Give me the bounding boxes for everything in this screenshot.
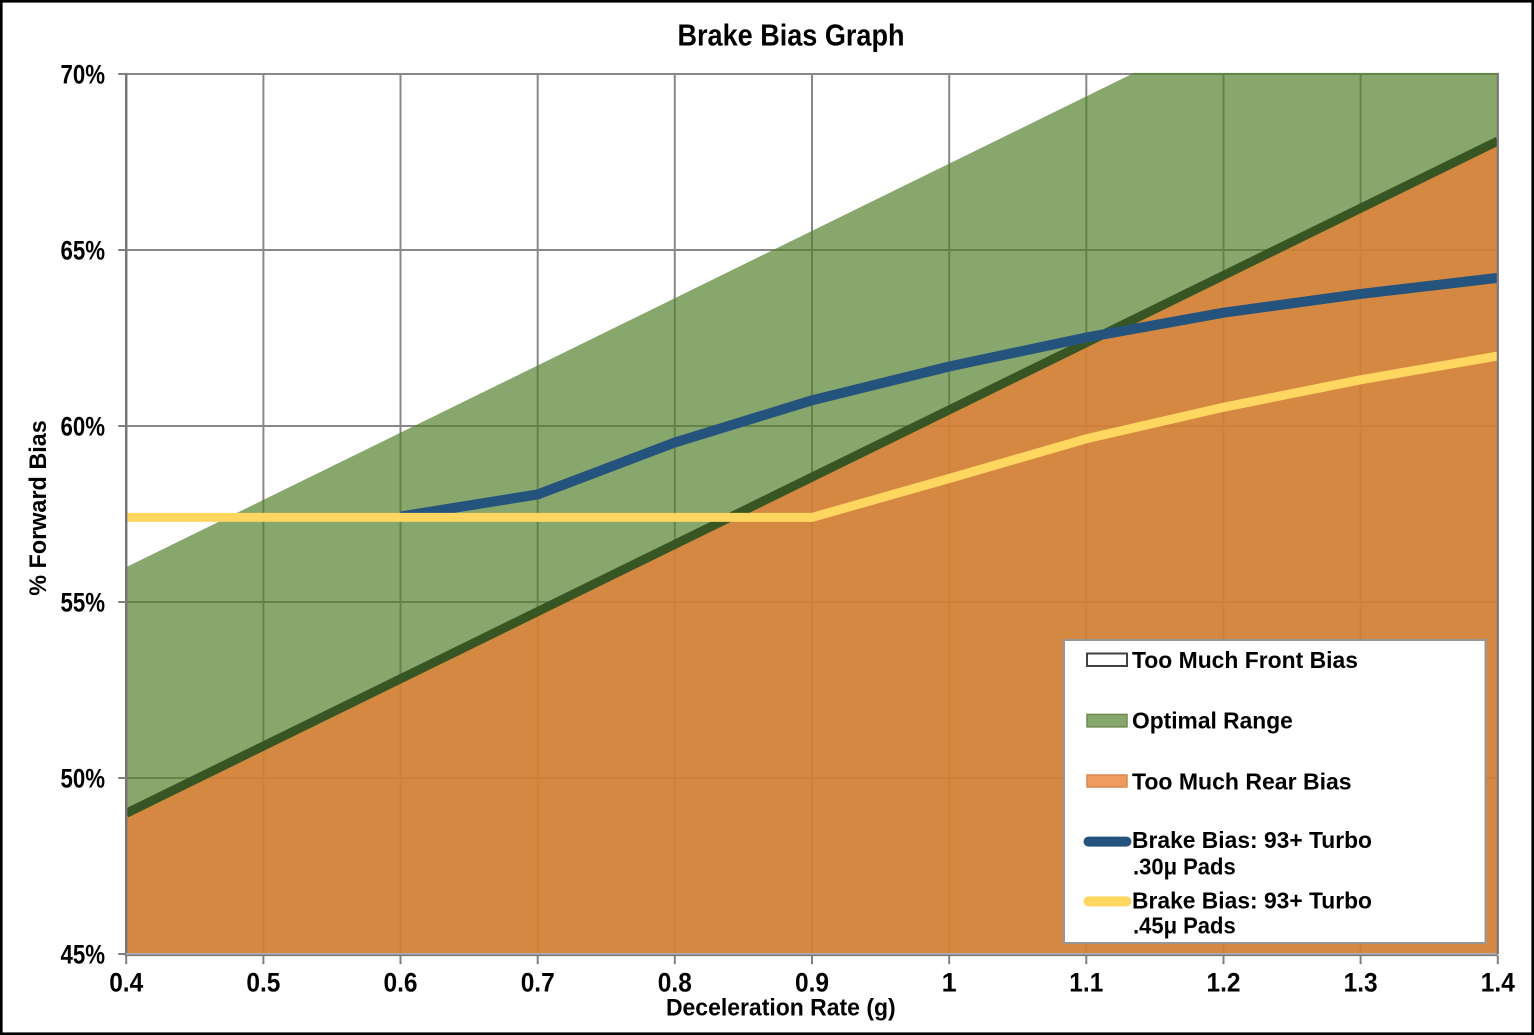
- svg-text:70%: 70%: [61, 60, 106, 90]
- svg-text:Deceleration Rate (g): Deceleration Rate (g): [666, 995, 896, 1022]
- svg-text:0.5: 0.5: [246, 967, 280, 997]
- svg-text:1.1: 1.1: [1069, 967, 1103, 997]
- svg-text:60%: 60%: [61, 412, 106, 442]
- svg-text:1.3: 1.3: [1344, 967, 1378, 997]
- svg-text:50%: 50%: [61, 764, 106, 794]
- svg-text:Too Much Front Bias: Too Much Front Bias: [1132, 647, 1358, 673]
- svg-text:Optimal Range: Optimal Range: [1132, 707, 1293, 733]
- svg-text:% Forward Bias: % Forward Bias: [25, 420, 52, 596]
- svg-text:55%: 55%: [61, 588, 106, 618]
- svg-text:1: 1: [942, 967, 957, 997]
- svg-text:Brake Bias: 93+ Turbo: Brake Bias: 93+ Turbo: [1132, 827, 1372, 853]
- svg-text:0.7: 0.7: [521, 967, 555, 997]
- svg-text:.30μ Pads: .30μ Pads: [1133, 854, 1236, 880]
- svg-text:Too Much Rear Bias: Too Much Rear Bias: [1132, 768, 1352, 794]
- svg-text:Brake Bias Graph: Brake Bias Graph: [678, 18, 905, 53]
- svg-text:Brake Bias: 93+ Turbo: Brake Bias: 93+ Turbo: [1132, 888, 1372, 914]
- svg-text:1.2: 1.2: [1207, 967, 1241, 997]
- svg-text:0.6: 0.6: [384, 967, 418, 997]
- svg-text:65%: 65%: [61, 236, 106, 266]
- svg-text:0.9: 0.9: [795, 967, 829, 997]
- svg-text:0.8: 0.8: [658, 967, 692, 997]
- svg-text:45%: 45%: [61, 940, 106, 970]
- svg-text:1.4: 1.4: [1481, 967, 1515, 997]
- svg-text:0.4: 0.4: [109, 967, 143, 997]
- svg-text:.45μ Pads: .45μ Pads: [1133, 913, 1236, 939]
